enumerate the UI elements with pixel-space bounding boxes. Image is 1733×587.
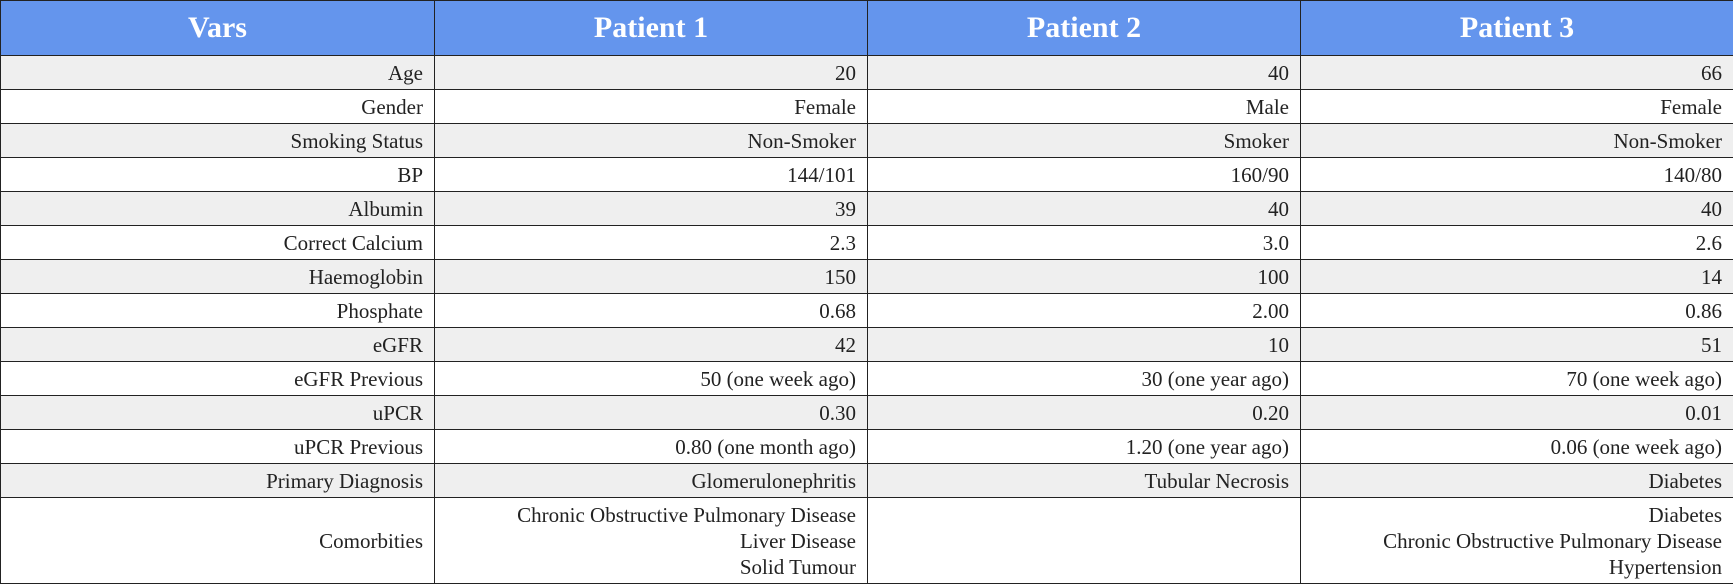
- row-label: uPCR Previous: [0, 429, 435, 464]
- table-row: Correct Calcium 2.3 3.0 2.6: [0, 225, 1733, 260]
- cell-patient-2: 1.20 (one year ago): [867, 429, 1301, 464]
- row-label: Smoking Status: [0, 123, 435, 158]
- comorbidity-item: Chronic Obstructive Pulmonary Disease: [517, 502, 856, 527]
- table-row: Age 20 40 66: [0, 55, 1733, 90]
- row-label: eGFR Previous: [0, 361, 435, 396]
- table-row: uPCR 0.30 0.20 0.01: [0, 395, 1733, 430]
- cell-patient-1: Chronic Obstructive Pulmonary Disease Li…: [434, 497, 868, 584]
- cell-patient-3: 2.6: [1300, 225, 1733, 260]
- cell-patient-3: Diabetes Chronic Obstructive Pulmonary D…: [1300, 497, 1733, 584]
- cell-patient-1: 2.3: [434, 225, 868, 260]
- row-label: uPCR: [0, 395, 435, 430]
- cell-patient-2: 30 (one year ago): [867, 361, 1301, 396]
- cell-patient-3: 0.01: [1300, 395, 1733, 430]
- table-row: Albumin 39 40 40: [0, 191, 1733, 226]
- table-row-comorbidities: Comorbities Chronic Obstructive Pulmonar…: [0, 497, 1733, 584]
- comorbidity-item: Solid Tumour: [739, 554, 856, 579]
- cell-patient-1: Female: [434, 89, 868, 124]
- cell-patient-1: 50 (one week ago): [434, 361, 868, 396]
- cell-patient-1: 0.80 (one month ago): [434, 429, 868, 464]
- header-vars: Vars: [0, 0, 435, 56]
- cell-patient-3: 140/80: [1300, 157, 1733, 192]
- table-row: eGFR Previous 50 (one week ago) 30 (one …: [0, 361, 1733, 396]
- cell-patient-1: Glomerulonephritis: [434, 463, 868, 498]
- cell-patient-2: 3.0: [867, 225, 1301, 260]
- table-row: uPCR Previous 0.80 (one month ago) 1.20 …: [0, 429, 1733, 464]
- row-label: Albumin: [0, 191, 435, 226]
- cell-patient-1: 39: [434, 191, 868, 226]
- cell-patient-3: 51: [1300, 327, 1733, 362]
- table-row: Phosphate 0.68 2.00 0.86: [0, 293, 1733, 328]
- table-row: eGFR 42 10 51: [0, 327, 1733, 362]
- row-label: Correct Calcium: [0, 225, 435, 260]
- row-label: Phosphate: [0, 293, 435, 328]
- cell-patient-1: 0.68: [434, 293, 868, 328]
- header-patient-3: Patient 3: [1300, 0, 1733, 56]
- table-row: Primary Diagnosis Glomerulonephritis Tub…: [0, 463, 1733, 498]
- table-row: Haemoglobin 150 100 14: [0, 259, 1733, 294]
- cell-patient-2: 160/90: [867, 157, 1301, 192]
- header-patient-2: Patient 2: [867, 0, 1301, 56]
- cell-patient-2: [867, 497, 1301, 584]
- row-label: BP: [0, 157, 435, 192]
- cell-patient-2: 100: [867, 259, 1301, 294]
- table-row: BP 144/101 160/90 140/80: [0, 157, 1733, 192]
- cell-patient-1: 150: [434, 259, 868, 294]
- row-label: Comorbities: [0, 497, 435, 584]
- comorbidity-item: Diabetes: [1648, 502, 1722, 527]
- cell-patient-2: 40: [867, 191, 1301, 226]
- row-label: Primary Diagnosis: [0, 463, 435, 498]
- cell-patient-3: 40: [1300, 191, 1733, 226]
- cell-patient-2: 40: [867, 55, 1301, 90]
- cell-patient-3: 14: [1300, 259, 1733, 294]
- cell-patient-1: 20: [434, 55, 868, 90]
- header-patient-1: Patient 1: [434, 0, 868, 56]
- comorbidity-item: Hypertension: [1608, 554, 1722, 579]
- cell-patient-2: 2.00: [867, 293, 1301, 328]
- cell-patient-2: Male: [867, 89, 1301, 124]
- cell-patient-2: 0.20: [867, 395, 1301, 430]
- row-label: Gender: [0, 89, 435, 124]
- comorbidity-item: Liver Disease: [739, 528, 856, 553]
- cell-patient-3: Diabetes: [1300, 463, 1733, 498]
- table-row: Gender Female Male Female: [0, 89, 1733, 124]
- cell-patient-1: 144/101: [434, 157, 868, 192]
- cell-patient-2: Tubular Necrosis: [867, 463, 1301, 498]
- cell-patient-3: 0.06 (one week ago): [1300, 429, 1733, 464]
- comorbidity-item: Chronic Obstructive Pulmonary Disease: [1383, 528, 1722, 553]
- cell-patient-2: 10: [867, 327, 1301, 362]
- row-label: Haemoglobin: [0, 259, 435, 294]
- cell-patient-3: Non-Smoker: [1300, 123, 1733, 158]
- row-label: eGFR: [0, 327, 435, 362]
- cell-patient-3: 0.86: [1300, 293, 1733, 328]
- cell-patient-3: Female: [1300, 89, 1733, 124]
- cell-patient-1: 42: [434, 327, 868, 362]
- cell-patient-2: Smoker: [867, 123, 1301, 158]
- cell-patient-3: 70 (one week ago): [1300, 361, 1733, 396]
- cell-patient-3: 66: [1300, 55, 1733, 90]
- cell-patient-1: 0.30: [434, 395, 868, 430]
- header-row: Vars Patient 1 Patient 2 Patient 3: [0, 0, 1733, 56]
- table-row: Smoking Status Non-Smoker Smoker Non-Smo…: [0, 123, 1733, 158]
- cell-patient-1: Non-Smoker: [434, 123, 868, 158]
- row-label: Age: [0, 55, 435, 90]
